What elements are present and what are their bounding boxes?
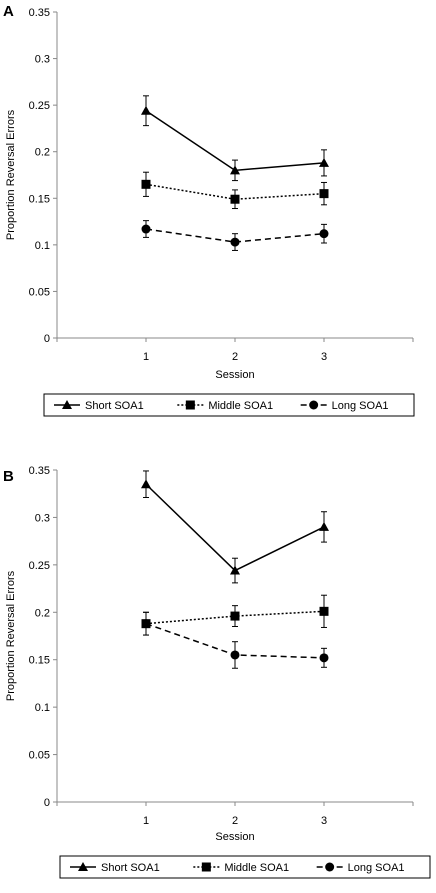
legend-marker	[325, 862, 335, 872]
legend-label: Long SOA1	[332, 400, 389, 412]
legend: Short SOA1 Middle SOA1 Long SOA1	[59, 855, 431, 879]
legend-marker	[78, 862, 88, 871]
data-point	[141, 619, 151, 629]
data-point	[141, 105, 151, 115]
data-point	[319, 606, 329, 616]
chart-panel-a: A 0 0.05 0.1 0.15 0.2 0.25 0.3 0.35 1 2 3 Session Pro…	[3, 3, 415, 417]
legend-box	[59, 855, 431, 879]
data-point	[319, 189, 329, 199]
y-tick-label: 0	[44, 797, 50, 809]
series-line	[145, 183, 325, 200]
data-point	[141, 479, 151, 489]
data-point	[141, 179, 151, 189]
x-tick-label: 1	[143, 815, 149, 827]
y-tick-label: 0.15	[29, 655, 50, 667]
y-axis-title: Proportion Reversal Errors	[5, 570, 17, 701]
panel-label: B	[3, 468, 14, 485]
y-tick-label: 0.1	[35, 240, 50, 252]
data-point	[230, 611, 240, 621]
series-short-soa1	[141, 470, 329, 584]
legend-label: Middle SOA1	[208, 400, 273, 412]
y-tick-label: 0.2	[35, 607, 50, 619]
x-tick-label: 3	[321, 815, 327, 827]
legend-marker	[185, 400, 195, 410]
data-point	[230, 194, 240, 204]
series-middle-soa1	[141, 594, 329, 636]
y-tick-label: 0.3	[35, 54, 50, 66]
x-tick-label: 3	[321, 351, 327, 363]
x-tick-label: 2	[232, 351, 238, 363]
y-tick-label: 0.2	[35, 147, 50, 159]
panel-label: A	[3, 3, 14, 20]
legend-label: Short SOA1	[85, 400, 144, 412]
legend-label: Middle SOA1	[224, 862, 289, 874]
data-point	[230, 165, 240, 175]
y-tick-label: 0.35	[29, 465, 50, 477]
data-point	[230, 237, 240, 247]
y-axis-title: Proportion Reversal Errors	[5, 109, 17, 240]
legend-label: Long SOA1	[348, 862, 405, 874]
series-long-soa1	[141, 220, 329, 251]
chart-panel-b: B 0 0.05 0.1 0.15 0.2 0.25 0.3 0.35 1 2 3 Session Pro…	[3, 465, 431, 879]
data-point	[319, 157, 329, 167]
data-point	[319, 653, 329, 663]
data-point	[319, 229, 329, 239]
x-axis-title: Session	[215, 831, 254, 843]
data-point	[141, 224, 151, 234]
data-point	[230, 565, 240, 575]
series-short-soa1	[141, 95, 329, 182]
y-tick-label: 0	[44, 333, 50, 345]
x-axis-title: Session	[215, 369, 254, 381]
y-tick-label: 0.3	[35, 512, 50, 524]
y-tick-label: 0.35	[29, 7, 50, 19]
y-tick-label: 0.05	[29, 286, 50, 298]
x-tick-label: 2	[232, 815, 238, 827]
legend-marker	[62, 400, 72, 409]
data-point	[319, 521, 329, 531]
series-line	[145, 483, 325, 572]
legend-box	[43, 393, 415, 417]
y-tick-label: 0.1	[35, 702, 50, 714]
series-long-soa1	[141, 611, 329, 669]
y-tick-label: 0.25	[29, 100, 50, 112]
legend-marker	[309, 400, 319, 410]
legend: Short SOA1 Middle SOA1 Long SOA1	[43, 393, 415, 417]
legend-marker	[201, 862, 211, 872]
data-point	[230, 650, 240, 660]
legend-label: Short SOA1	[101, 862, 160, 874]
x-tick-label: 1	[143, 351, 149, 363]
y-tick-label: 0.05	[29, 750, 50, 762]
y-tick-label: 0.15	[29, 193, 50, 205]
y-tick-label: 0.25	[29, 560, 50, 572]
series-middle-soa1	[141, 171, 329, 210]
